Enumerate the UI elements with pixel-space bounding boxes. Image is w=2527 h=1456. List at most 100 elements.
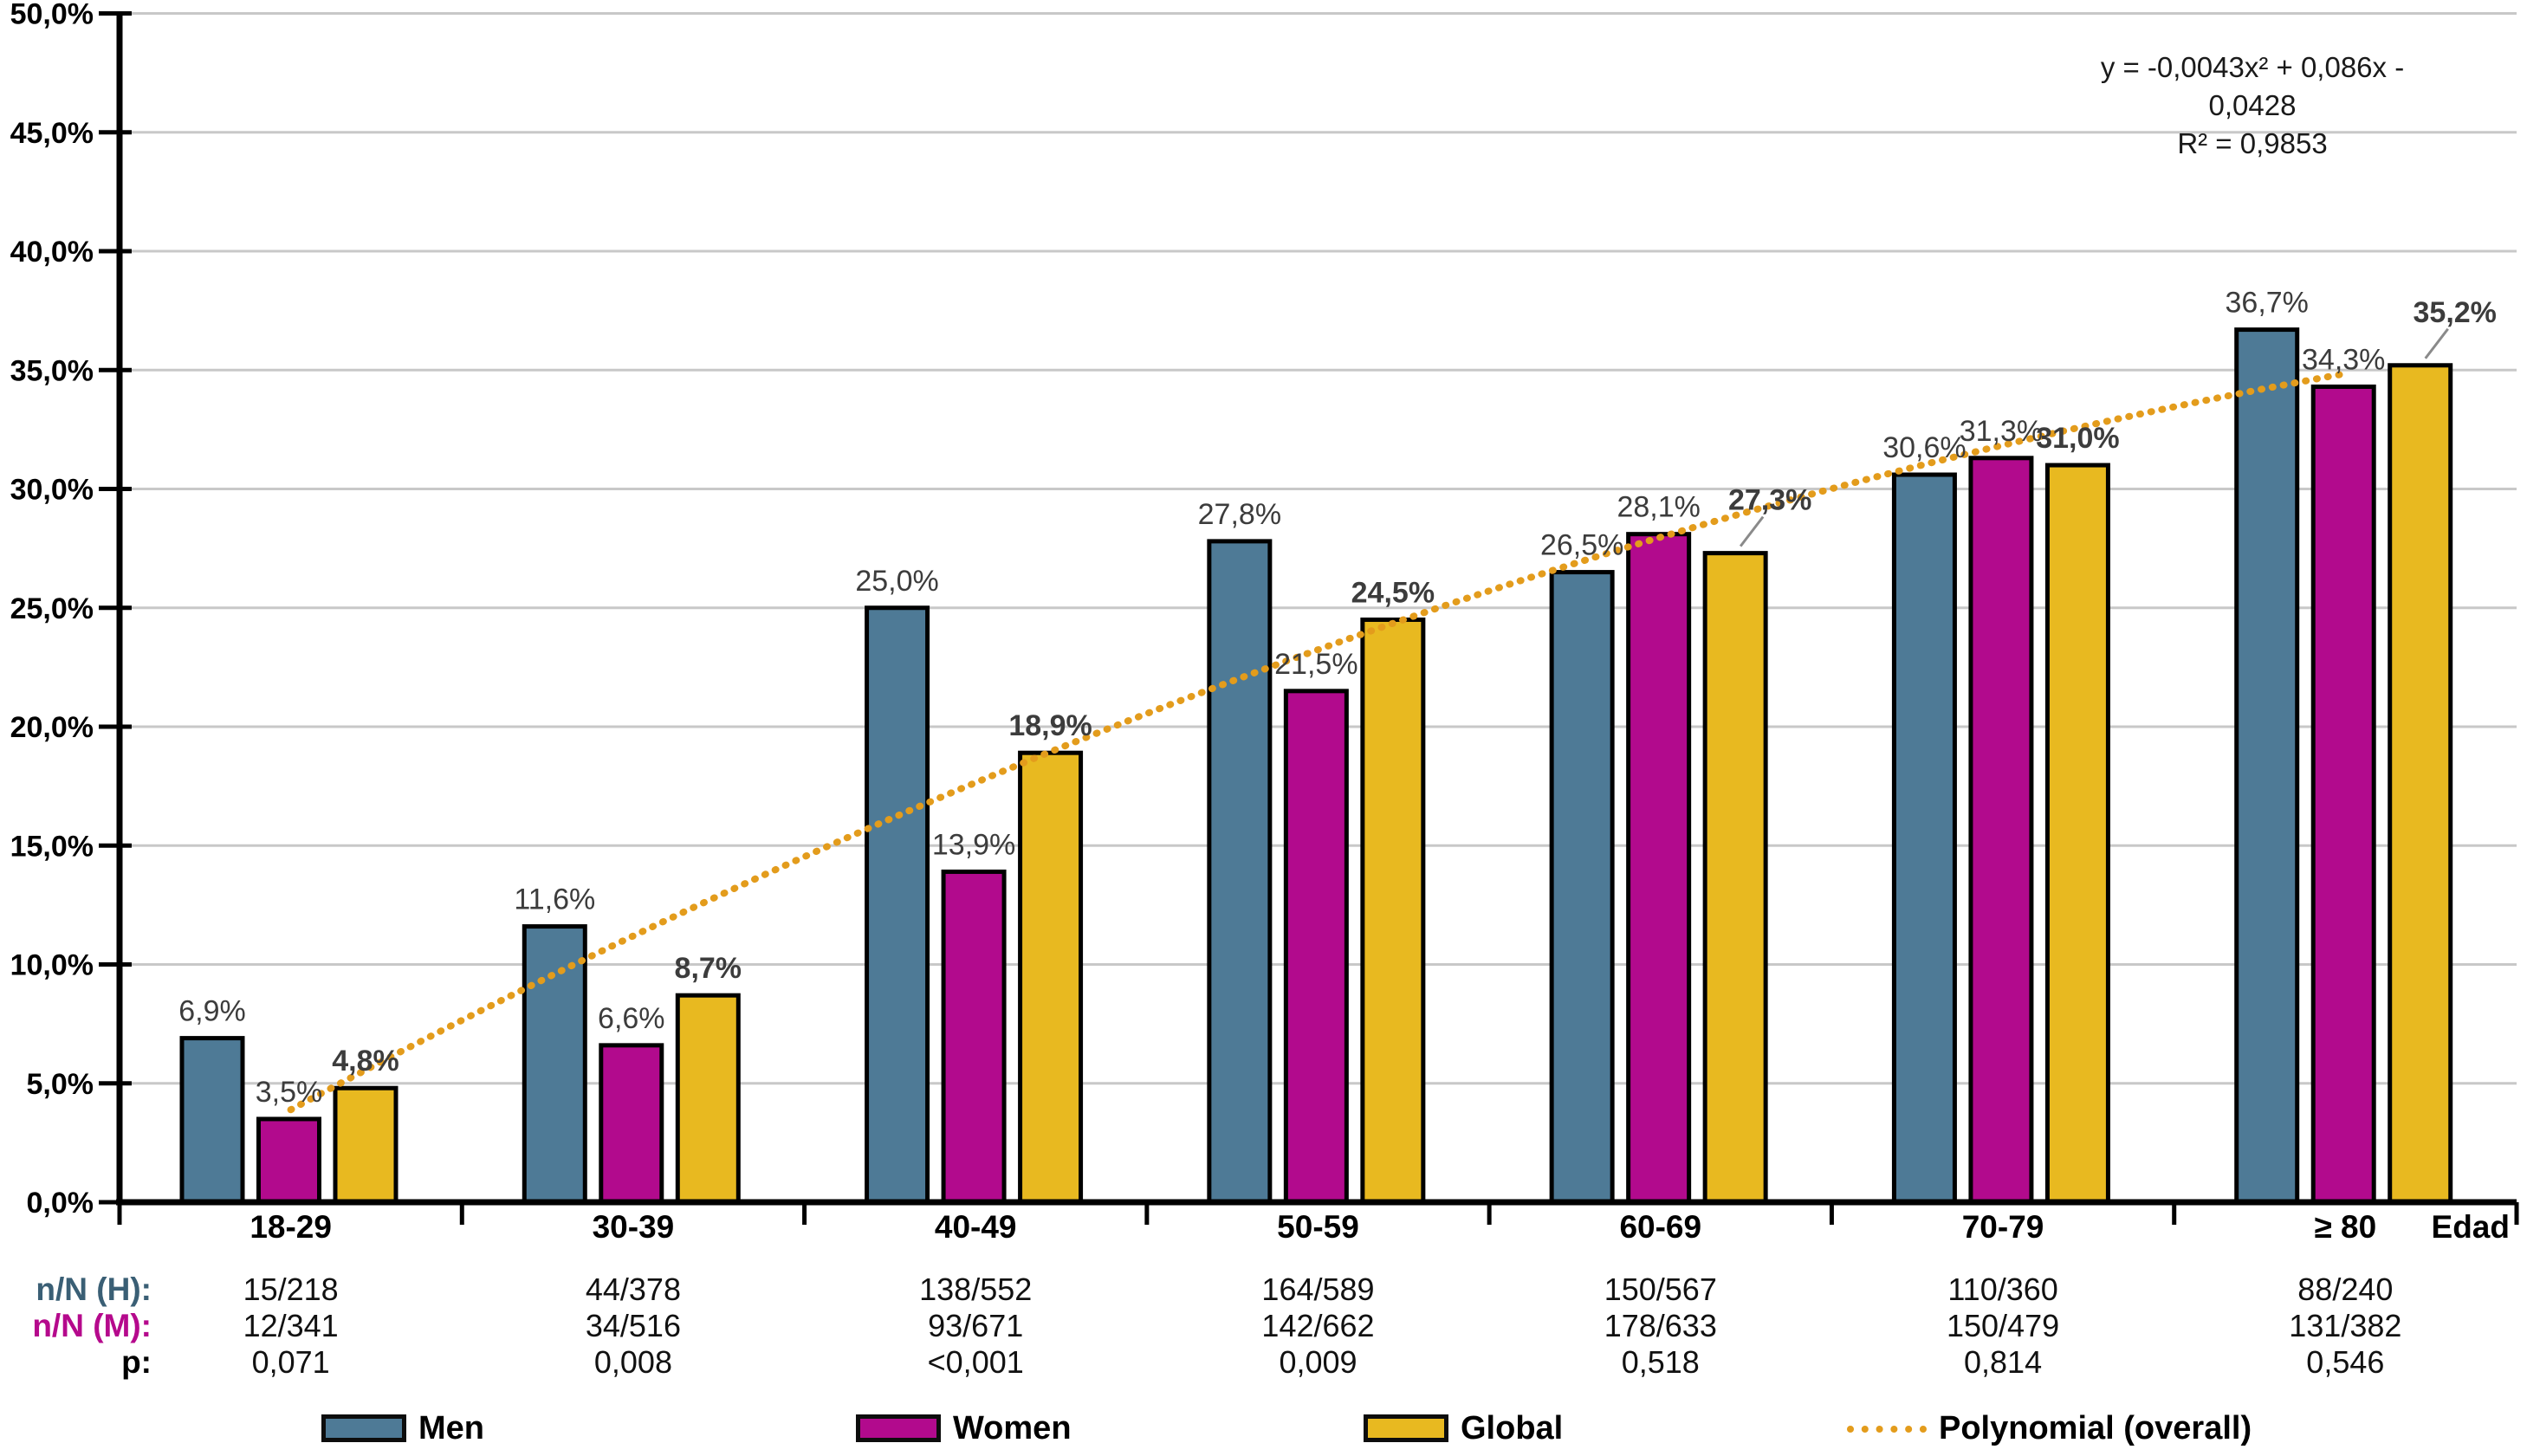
label-leader-line	[1739, 515, 1765, 547]
legend-item-global: Global	[1364, 1410, 1563, 1446]
bar-women-70-79	[1968, 456, 2034, 1205]
label-leader-line	[2424, 327, 2449, 359]
x-axis-label-60-69: 60-69	[1619, 1209, 1702, 1245]
bar-label-men-40-49: 25,0%	[855, 565, 938, 598]
x-axis-label-40-49: 40-49	[934, 1209, 1017, 1245]
legend-swatch	[1364, 1414, 1448, 1442]
y-tick-label: 35,0%	[10, 354, 94, 387]
stats-cell: 0,071	[251, 1344, 330, 1380]
bar-men-40-49	[865, 605, 930, 1205]
bar-global-70-79	[2044, 463, 2110, 1205]
bar-global-60-69	[1702, 551, 1768, 1205]
bar-global-18-29	[333, 1085, 398, 1205]
polynomial-trendline	[287, 370, 2349, 1114]
trendline-equation: y = -0,0043x² + 0,086x - 0,0428	[2100, 51, 2405, 121]
stats-cell: 34/516	[585, 1308, 681, 1343]
trendline-annotation: y = -0,0043x² + 0,086x - 0,0428 R² = 0,9…	[2070, 49, 2434, 163]
x-axis-label-≥ 80: ≥ 80	[2314, 1209, 2377, 1245]
stats-cell: 93/671	[928, 1308, 1024, 1343]
stats-row-label: n/N (H):	[36, 1272, 152, 1307]
bar-women-30-39	[599, 1043, 664, 1205]
bar-label-global-70-79: 31,0%	[2036, 422, 2119, 455]
bar-label-global-60-69: 27,3%	[1728, 484, 1811, 517]
stats-cell: 142/662	[1261, 1308, 1375, 1343]
stats-cell: 164/589	[1261, 1272, 1375, 1307]
bar-women-60-69	[1626, 532, 1692, 1205]
legend-swatch	[321, 1414, 406, 1442]
stats-cell: 0,009	[1279, 1344, 1357, 1380]
y-tick-label: 5,0%	[27, 1068, 94, 1101]
bar-global-40-49	[1018, 750, 1084, 1205]
bar-men-60-69	[1549, 570, 1615, 1205]
stats-cell: 110/360	[1947, 1272, 2058, 1307]
stats-row-label: n/N (M):	[32, 1308, 152, 1343]
stats-cell: 44/378	[585, 1272, 681, 1307]
bar-label-men-30-39: 11,6%	[514, 883, 595, 916]
y-tick-label: 25,0%	[10, 592, 94, 625]
legend-item-women: Women	[856, 1410, 1072, 1446]
legend-dotted-line	[1847, 1426, 1927, 1433]
r-squared-value: R² = 0,9853	[2177, 127, 2328, 159]
x-axis-title: Edad	[2431, 1209, 2510, 1245]
bar-label-global-30-39: 8,7%	[675, 952, 742, 985]
stats-cell: 150/479	[1946, 1308, 2060, 1343]
x-axis-label-70-79: 70-79	[1961, 1209, 2044, 1245]
bar-label-global-40-49: 18,9%	[1008, 709, 1092, 742]
y-tick-label: 15,0%	[10, 830, 94, 863]
legend-swatch	[856, 1414, 941, 1442]
bar-label-women-40-49: 13,9%	[932, 828, 1015, 861]
bar-label-women-50-59: 21,5%	[1274, 648, 1357, 681]
bar-label-global-≥ 80: 35,2%	[2414, 296, 2497, 329]
bar-men-50-59	[1207, 539, 1273, 1205]
legend-label: Polynomial (overall)	[1939, 1409, 2252, 1446]
stats-cell: 0,518	[1621, 1344, 1700, 1380]
bar-men-≥ 80	[2234, 327, 2300, 1205]
bar-label-global-18-29: 4,8%	[332, 1045, 399, 1077]
legend-item-polynomial-overall-: Polynomial (overall)	[1847, 1410, 2252, 1446]
legend-label: Global	[1461, 1409, 1564, 1446]
bar-women-≥ 80	[2310, 384, 2376, 1205]
bar-men-70-79	[1891, 472, 1957, 1205]
y-tick-label: 50,0%	[10, 0, 94, 31]
stats-row-label: p:	[121, 1344, 152, 1380]
stats-cell: 0,546	[2306, 1344, 2385, 1380]
y-tick-label: 20,0%	[10, 711, 94, 744]
bar-men-30-39	[522, 924, 587, 1205]
stats-cell: 131/382	[2289, 1308, 2402, 1343]
bar-label-women-70-79: 31,3%	[1960, 415, 2043, 448]
stats-cell: 0,008	[593, 1344, 672, 1380]
bar-label-women-≥ 80: 34,3%	[2302, 343, 2385, 376]
x-axis-label-18-29: 18-29	[249, 1209, 332, 1245]
stats-cell: 0,814	[1964, 1344, 2043, 1380]
bar-global-30-39	[675, 993, 741, 1205]
stats-cell: 15/218	[243, 1272, 339, 1307]
y-tick-label: 10,0%	[10, 949, 94, 982]
stats-cell: 12/341	[243, 1308, 339, 1343]
bar-label-women-30-39: 6,6%	[598, 1002, 665, 1035]
x-axis-label-30-39: 30-39	[592, 1209, 675, 1245]
stats-cell: <0,001	[927, 1344, 1024, 1380]
bar-label-men-≥ 80: 36,7%	[2226, 287, 2309, 320]
bar-women-18-29	[256, 1116, 321, 1205]
stats-cell: 150/567	[1604, 1272, 1717, 1307]
y-tick-label: 0,0%	[27, 1187, 94, 1220]
bar-label-global-50-59: 24,5%	[1351, 576, 1435, 609]
bar-label-men-50-59: 27,8%	[1198, 498, 1281, 531]
bar-label-women-60-69: 28,1%	[1617, 491, 1700, 524]
bar-label-women-18-29: 3,5%	[256, 1076, 323, 1109]
legend-label: Women	[953, 1409, 1072, 1446]
legend-label: Men	[418, 1409, 484, 1446]
y-tick-label: 40,0%	[10, 236, 94, 269]
bar-women-40-49	[941, 869, 1007, 1205]
stats-cell: 178/633	[1604, 1308, 1717, 1343]
bar-women-50-59	[1283, 689, 1349, 1205]
bar-label-men-18-29: 6,9%	[178, 995, 246, 1028]
stats-cell: 138/552	[919, 1272, 1033, 1307]
bar-global-50-59	[1360, 617, 1426, 1205]
bar-men-18-29	[179, 1036, 245, 1205]
bar-global-≥ 80	[2388, 363, 2453, 1205]
bar-label-men-70-79: 30,6%	[1882, 431, 1966, 464]
stats-cell: 88/240	[2297, 1272, 2394, 1307]
